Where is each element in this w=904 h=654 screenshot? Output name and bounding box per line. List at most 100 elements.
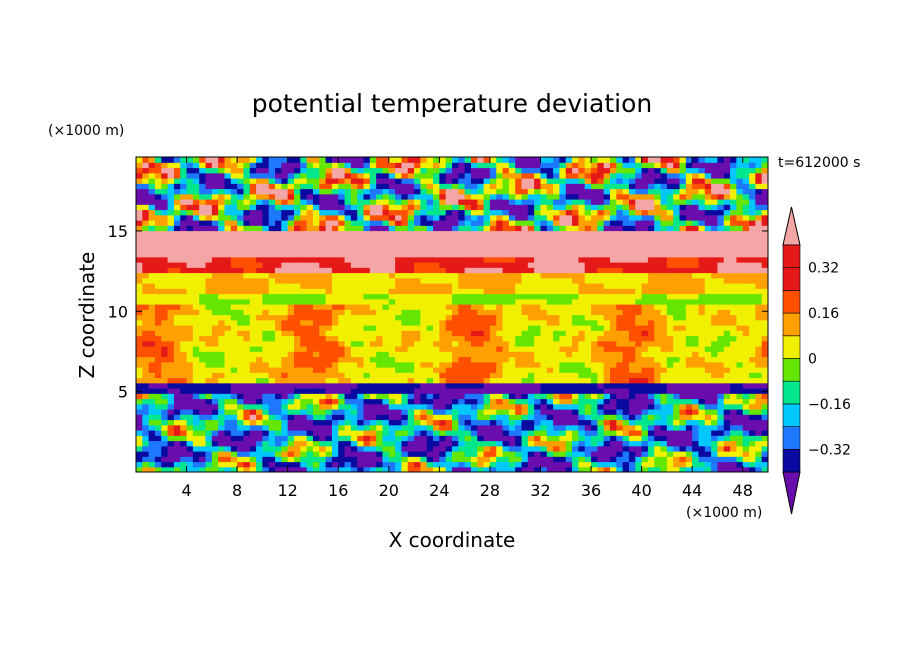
- field-cell: [527, 304, 535, 310]
- field-cell: [306, 403, 314, 410]
- field-cell: [230, 172, 238, 179]
- field-cell: [635, 403, 643, 410]
- field-cell: [180, 183, 188, 190]
- field-cell: [502, 256, 510, 263]
- field-cell: [363, 461, 371, 468]
- field-cell: [407, 393, 415, 400]
- field-cell: [515, 398, 523, 405]
- field-cell: [180, 256, 188, 263]
- field-cell: [401, 403, 409, 410]
- field-cell: [572, 430, 579, 436]
- field-cell: [369, 314, 377, 321]
- field-cell: [186, 167, 194, 174]
- field-cell: [167, 419, 175, 426]
- field-cell: [180, 367, 188, 373]
- field-cell: [136, 298, 143, 305]
- field-cell: [572, 435, 579, 442]
- field-cell: [268, 241, 276, 247]
- field-cell: [136, 204, 143, 211]
- field-cell: [230, 209, 238, 216]
- field-cell: [161, 199, 169, 205]
- field-cell: [180, 445, 188, 452]
- field-cell: [237, 451, 245, 457]
- field-cell: [136, 361, 143, 368]
- field-cell: [395, 346, 403, 352]
- field-cell: [502, 403, 510, 410]
- field-cell: [382, 272, 390, 279]
- field-cell: [344, 356, 352, 363]
- field-cell: [647, 377, 655, 384]
- field-cell: [306, 272, 314, 279]
- field-cell: [319, 298, 327, 305]
- field-cell: [338, 225, 346, 232]
- field-cell: [243, 225, 251, 232]
- field-cell: [211, 409, 219, 415]
- field-cell: [388, 382, 396, 389]
- field-cell: [616, 466, 624, 472]
- field-cell: [433, 162, 440, 169]
- field-cell: [534, 188, 542, 195]
- field-cell: [452, 319, 459, 326]
- field-cell: [439, 330, 447, 337]
- field-cell: [452, 204, 459, 211]
- field-cell: [287, 167, 295, 174]
- field-cell: [527, 461, 535, 468]
- field-cell: [180, 209, 188, 216]
- field-cell: [572, 393, 579, 400]
- field-cell: [540, 382, 548, 389]
- field-cell: [540, 372, 548, 379]
- field-cell: [338, 262, 346, 268]
- field-cell: [496, 435, 504, 442]
- field-cell: [192, 351, 200, 358]
- field-cell: [319, 251, 327, 258]
- field-cell: [167, 398, 175, 405]
- field-cell: [616, 193, 624, 200]
- field-cell: [173, 293, 181, 300]
- field-cell: [414, 277, 421, 284]
- field-cell: [136, 209, 143, 216]
- field-cell: [388, 314, 396, 321]
- field-cell: [641, 157, 649, 163]
- field-cell: [591, 377, 598, 384]
- field-cell: [275, 414, 282, 421]
- field-cell: [256, 298, 263, 305]
- field-cell: [464, 382, 472, 389]
- field-cell: [331, 325, 339, 331]
- field-cell: [515, 230, 523, 237]
- field-cell: [401, 309, 409, 316]
- field-cell: [243, 157, 251, 163]
- field-cell: [395, 403, 403, 410]
- field-cell: [616, 167, 624, 174]
- field-cell: [591, 346, 598, 352]
- field-cell: [218, 445, 226, 452]
- field-cell: [186, 225, 194, 232]
- field-cell: [496, 340, 504, 347]
- field-cell: [401, 209, 409, 216]
- field-cell: [553, 251, 561, 258]
- field-cell: [433, 272, 440, 279]
- field-cell: [407, 430, 415, 436]
- field-cell: [382, 335, 390, 342]
- field-cell: [281, 335, 289, 342]
- field-cell: [553, 356, 561, 363]
- field-cell: [414, 351, 421, 358]
- field-cell: [357, 398, 365, 405]
- field-cell: [281, 267, 289, 274]
- field-cell: [540, 172, 548, 179]
- field-cell: [452, 419, 459, 426]
- field-cell: [173, 162, 181, 169]
- field-cell: [249, 272, 257, 279]
- field-cell: [395, 209, 403, 216]
- field-cell: [515, 382, 523, 389]
- field-cell: [338, 419, 346, 426]
- field-cell: [205, 340, 213, 347]
- field-cell: [287, 440, 295, 447]
- field-cell: [249, 409, 257, 415]
- field-cell: [395, 277, 403, 284]
- field-cell: [350, 298, 358, 305]
- field-cell: [477, 451, 485, 457]
- field-cell: [540, 377, 548, 384]
- field-cell: [363, 456, 371, 463]
- field-cell: [192, 272, 200, 279]
- field-cell: [521, 456, 529, 463]
